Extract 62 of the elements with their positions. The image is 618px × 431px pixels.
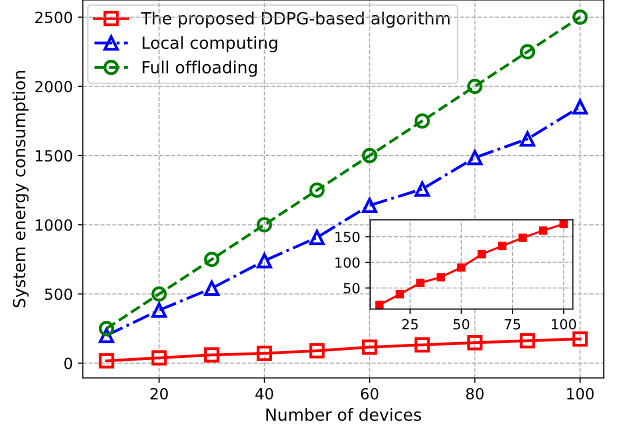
point xyxy=(572,331,588,347)
point xyxy=(98,353,114,368)
y-tick-label: 50 xyxy=(344,282,360,294)
point xyxy=(518,234,527,242)
point xyxy=(204,347,220,363)
x-tick-label: 100 xyxy=(552,318,576,330)
x-tick-label: 20 xyxy=(150,388,168,400)
y-tick-label: 150 xyxy=(335,232,360,242)
y-tick-label: 2500 xyxy=(35,12,72,24)
point xyxy=(256,217,272,232)
y-tick-label: 1000 xyxy=(36,219,72,231)
point xyxy=(478,250,486,258)
point xyxy=(414,181,430,197)
point xyxy=(498,242,506,250)
point xyxy=(436,273,445,282)
point xyxy=(396,290,404,298)
point xyxy=(467,150,482,166)
point xyxy=(414,113,430,129)
point xyxy=(520,333,536,348)
point xyxy=(572,10,588,25)
point xyxy=(151,302,167,318)
y-tick-label: 2000 xyxy=(35,80,72,92)
point xyxy=(572,99,588,114)
point xyxy=(560,220,568,228)
x-tick-label: 80 xyxy=(466,388,484,400)
y-tick-label: 0 xyxy=(64,358,72,370)
legend-label: Full offloading xyxy=(142,60,257,77)
point xyxy=(256,253,272,268)
point xyxy=(204,252,220,268)
point xyxy=(98,320,114,336)
point xyxy=(256,346,272,361)
y-tick-label: 500 xyxy=(45,288,72,300)
point xyxy=(151,286,167,302)
point xyxy=(520,131,536,147)
point xyxy=(309,230,325,246)
x-tick-label: 60 xyxy=(360,388,378,400)
y-tick-label: 100 xyxy=(335,257,360,268)
legend-label: The proposed DDPG-based algorithm xyxy=(141,12,450,28)
x-tick-label: 100 xyxy=(567,388,594,400)
x-tick-label: 75 xyxy=(504,319,520,330)
point xyxy=(309,182,325,198)
point xyxy=(362,198,378,214)
point xyxy=(414,337,430,353)
point xyxy=(362,339,378,355)
x-axis-title: Number of devices xyxy=(266,408,422,421)
y-tick-label: 1500 xyxy=(36,150,72,162)
legend-label: Local computing xyxy=(142,36,278,52)
point xyxy=(204,280,220,296)
point xyxy=(467,78,482,94)
x-tick-label: 50 xyxy=(454,318,470,330)
point xyxy=(375,300,384,310)
point xyxy=(467,335,482,350)
x-tick-label: 40 xyxy=(255,388,274,400)
point xyxy=(362,148,378,164)
point xyxy=(539,226,548,235)
point xyxy=(520,44,536,60)
point xyxy=(309,343,325,358)
point xyxy=(416,278,425,288)
y-axis-title: System energy consumption xyxy=(12,71,29,308)
point xyxy=(457,263,466,272)
point xyxy=(151,350,167,366)
x-tick-label: 25 xyxy=(402,318,418,330)
